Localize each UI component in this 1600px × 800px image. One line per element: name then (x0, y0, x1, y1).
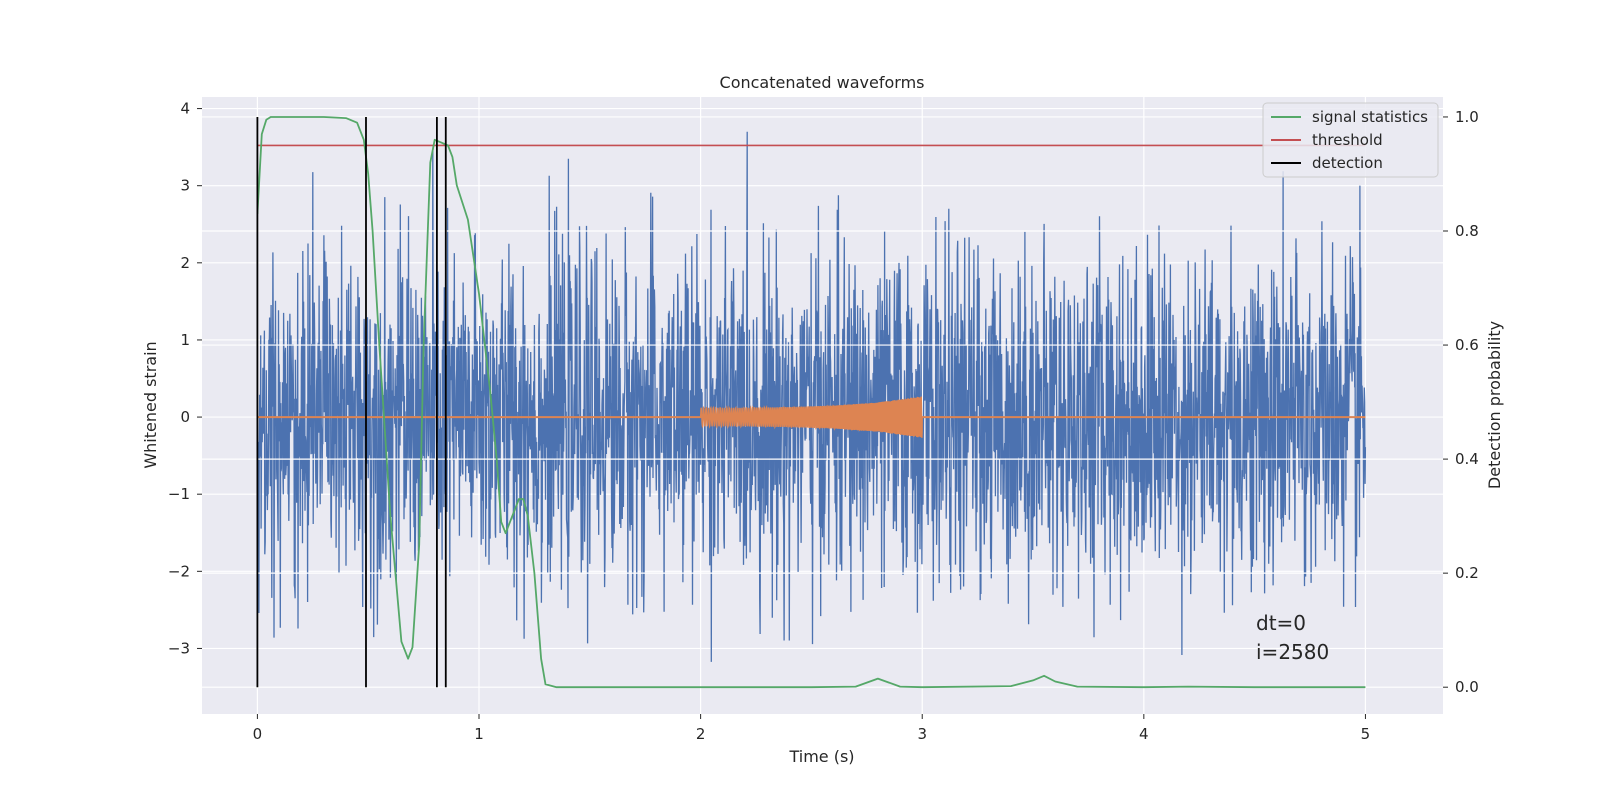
y2-tick-label: 1.0 (1455, 108, 1479, 126)
y-tick-label: 4 (180, 100, 190, 118)
y2-tick-label: 0.6 (1455, 336, 1479, 354)
x-tick-label: 5 (1361, 725, 1371, 743)
y2-axis-label: Detection probability (1485, 321, 1504, 489)
y2-tick-label: 0.8 (1455, 222, 1479, 240)
y-tick-label: 1 (180, 331, 190, 349)
y2-tick-label: 0.4 (1455, 450, 1479, 468)
y-tick-label: 3 (180, 177, 190, 195)
legend-label-threshold: threshold (1312, 131, 1383, 149)
y2-tick-label: 0.0 (1455, 678, 1479, 696)
right-axis-grid (202, 116, 1443, 688)
x-tick-label: 4 (1139, 725, 1149, 743)
y-tick-label: −2 (168, 562, 190, 580)
legend-label-detection: detection (1312, 154, 1383, 172)
y-axis-label: Whitened strain (141, 341, 160, 468)
x-tick-label: 3 (917, 725, 927, 743)
y-tick-label: −3 (168, 639, 190, 657)
x-tick-label: 1 (474, 725, 484, 743)
legend-box (1262, 102, 1439, 178)
x-tick-label: 2 (696, 725, 706, 743)
legend: signal statistics threshold detection (1262, 102, 1439, 178)
y-tick-label: 0 (180, 408, 190, 426)
tick-labels: 0 1 2 3 4 5 −3 −2 −1 0 1 2 3 4 0.0 0.2 0.4 0.6 0.8 1.0 (168, 100, 1479, 743)
injected-waveform-line (699, 396, 923, 438)
annotation-dt: dt=0 (1256, 611, 1306, 635)
injected-waveform-series (257, 396, 1366, 438)
y-tick-label: −1 (168, 485, 190, 503)
x-axis-label: Time (s) (788, 747, 854, 766)
annotation-i: i=2580 (1256, 640, 1329, 664)
detection-series (256, 116, 447, 688)
chart-title: Concatenated waveforms (720, 73, 925, 92)
y2-tick-label: 0.2 (1455, 564, 1479, 582)
x-tick-label: 0 (253, 725, 263, 743)
y-tick-label: 2 (180, 254, 190, 272)
legend-label-signal-statistics: signal statistics (1312, 108, 1428, 126)
